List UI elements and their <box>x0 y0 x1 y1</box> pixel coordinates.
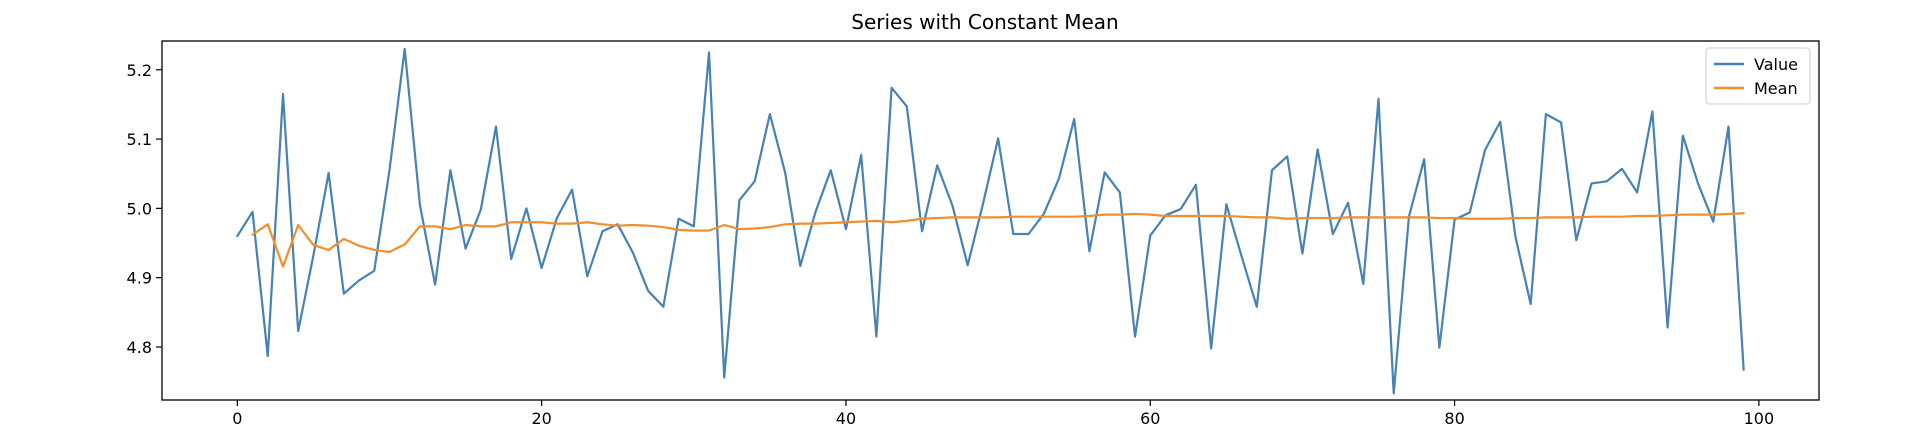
legend: Value Mean <box>1705 47 1811 105</box>
legend-label-value: Value <box>1754 55 1798 74</box>
series-layer <box>236 47 1745 395</box>
y-tick-label: 4.8 <box>127 338 152 357</box>
series-line-value <box>236 47 1745 395</box>
y-tick-label: 5.2 <box>127 61 152 80</box>
series-line-mean <box>251 212 1745 268</box>
x-tick-label: 40 <box>836 409 856 428</box>
x-tick-label: 100 <box>1744 409 1775 428</box>
plot-frame <box>161 40 1820 401</box>
x-axis: 0 20 40 60 80 100 <box>232 400 1774 428</box>
legend-box <box>1705 47 1811 105</box>
y-tick-label: 5.1 <box>127 130 152 149</box>
x-tick-label: 20 <box>531 409 551 428</box>
y-tick-label: 5.0 <box>127 199 152 218</box>
y-tick-label: 4.9 <box>127 269 152 288</box>
x-tick-label: 0 <box>232 409 242 428</box>
legend-label-mean: Mean <box>1754 79 1798 98</box>
y-axis: 4.8 4.9 5.0 5.1 5.2 <box>127 61 162 357</box>
x-tick-label: 60 <box>1140 409 1160 428</box>
chart-title: Series with Constant Mean <box>851 10 1118 34</box>
x-tick-label: 80 <box>1444 409 1464 428</box>
